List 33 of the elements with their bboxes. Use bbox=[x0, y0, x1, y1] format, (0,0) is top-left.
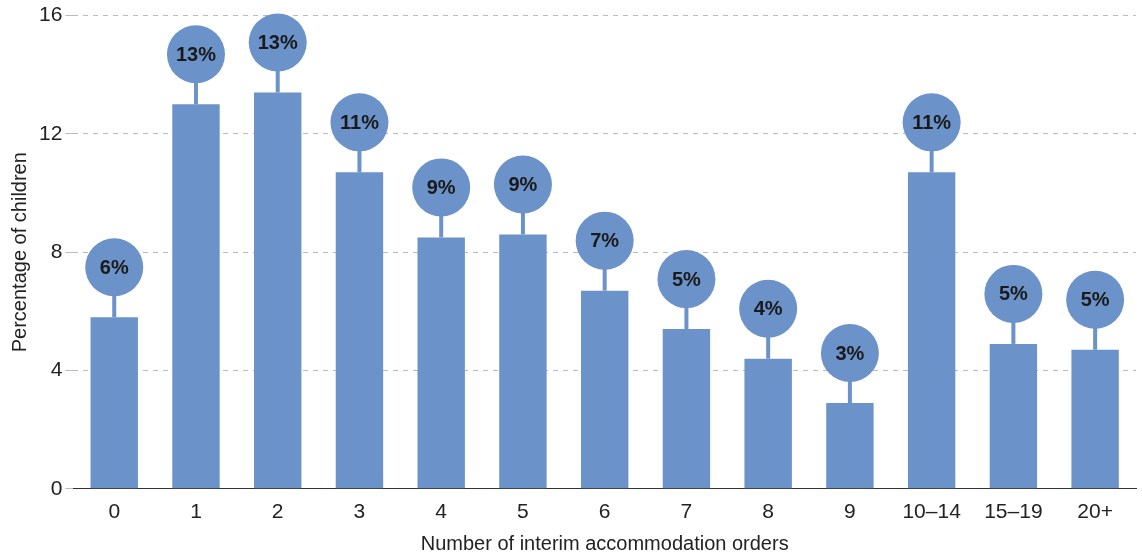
y-tick-label: 16 bbox=[39, 2, 63, 26]
x-tick-label: 15–19 bbox=[984, 499, 1043, 523]
x-tick-label: 10–14 bbox=[902, 499, 962, 523]
data-label: 4% bbox=[753, 297, 783, 320]
data-label: 7% bbox=[590, 229, 620, 252]
data-label: 6% bbox=[99, 255, 129, 278]
x-tick-label: 9 bbox=[844, 499, 856, 523]
data-label: 9% bbox=[508, 172, 538, 195]
x-tick-label: 1 bbox=[190, 499, 202, 523]
data-label: 11% bbox=[339, 110, 380, 133]
x-axis-title: Number of interim accommodation orders bbox=[420, 531, 789, 554]
data-label: 11% bbox=[912, 110, 952, 133]
data-label: 5% bbox=[1080, 288, 1110, 311]
y-axis-title: Percentage of children bbox=[7, 152, 30, 353]
y-tick-label: 12 bbox=[39, 120, 63, 144]
y-tick-label: 4 bbox=[50, 357, 63, 381]
data-label: 9% bbox=[426, 175, 456, 198]
x-tick-label: 2 bbox=[271, 499, 284, 523]
x-tick-label: 6 bbox=[598, 499, 611, 523]
x-tick-label: 0 bbox=[108, 499, 121, 523]
y-tick-label: 0 bbox=[50, 475, 63, 499]
x-tick-label: 7 bbox=[680, 499, 693, 523]
x-tick-label: 20+ bbox=[1077, 499, 1113, 523]
data-label: 13% bbox=[257, 31, 298, 54]
x-tick-label: 8 bbox=[762, 499, 775, 523]
y-tick-label: 8 bbox=[50, 239, 63, 262]
data-label: 3% bbox=[835, 341, 865, 364]
data-label: 5% bbox=[998, 282, 1029, 305]
data-label: 13% bbox=[175, 42, 217, 65]
data-label: 5% bbox=[671, 267, 702, 290]
x-tick-label: 3 bbox=[353, 499, 366, 523]
x-tick-label: 4 bbox=[435, 499, 448, 523]
x-tick-label: 5 bbox=[517, 499, 529, 523]
